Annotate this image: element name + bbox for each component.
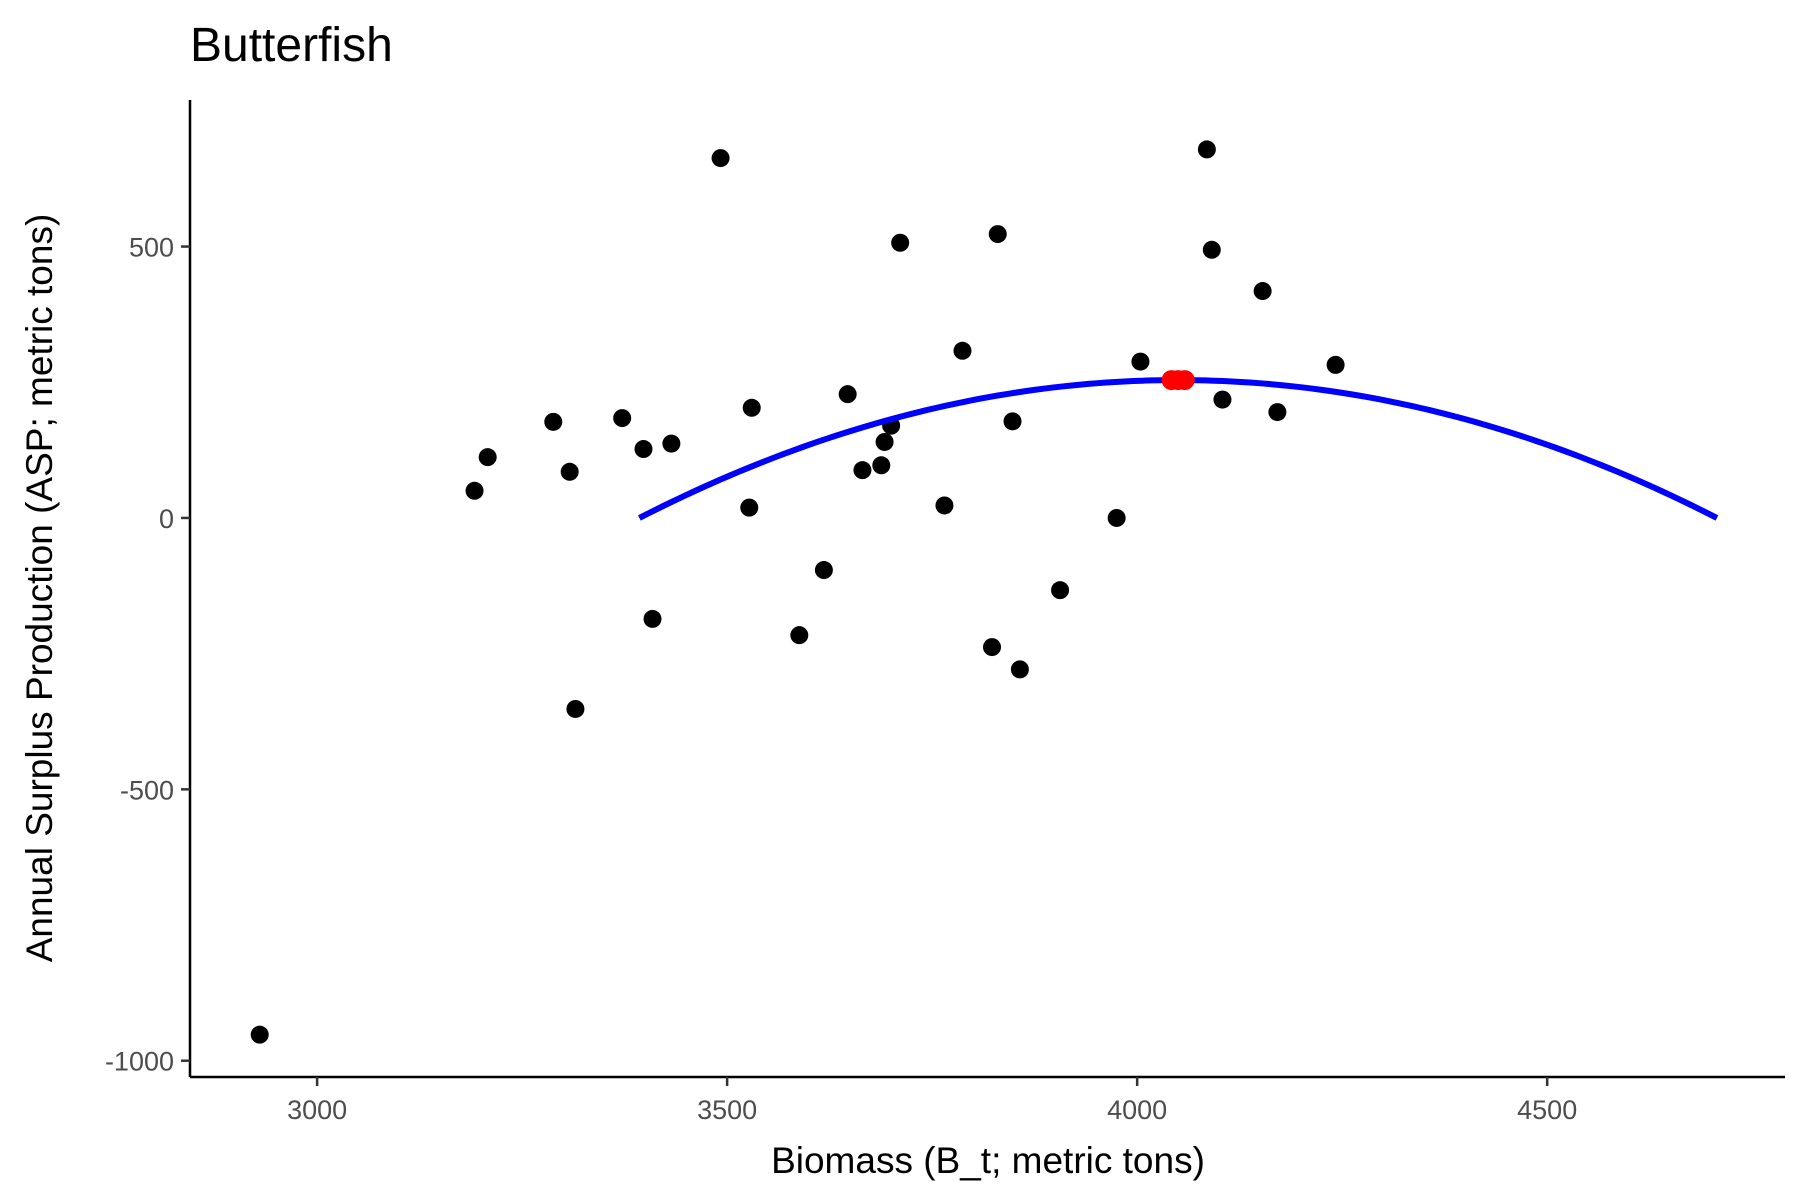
data-point <box>872 456 891 475</box>
data-point <box>544 412 563 431</box>
data-point <box>988 225 1007 244</box>
data-point <box>740 498 759 517</box>
plot-area <box>250 140 1719 1044</box>
data-point <box>1051 581 1070 600</box>
data-point <box>250 1025 269 1044</box>
data-point <box>953 341 972 360</box>
data-point <box>1131 352 1150 371</box>
data-point <box>662 434 681 453</box>
data-point <box>875 432 894 451</box>
data-point <box>1107 508 1126 527</box>
x-axis-title: Biomass (B_t; metric tons) <box>771 1140 1205 1181</box>
data-point <box>566 699 585 718</box>
data-point <box>983 638 1002 657</box>
data-point <box>643 609 662 628</box>
y-axis-ticks: -1000 -500 0 500 <box>105 233 190 1077</box>
data-point <box>478 448 497 467</box>
data-point <box>814 561 833 580</box>
msy-point <box>1174 370 1195 391</box>
data-point <box>1213 390 1232 409</box>
x-tick-label: 4500 <box>1517 1095 1577 1125</box>
data-point <box>1003 412 1022 431</box>
data-point <box>1268 403 1287 422</box>
chart-title: Butterfish <box>190 19 393 72</box>
data-point <box>465 481 484 500</box>
data-point <box>613 409 632 428</box>
data-point <box>560 462 579 481</box>
data-point <box>853 461 872 480</box>
data-point <box>935 496 954 515</box>
data-point <box>1326 355 1345 374</box>
x-axis-ticks: 3000 3500 4000 4500 <box>287 1077 1577 1125</box>
data-point <box>1253 282 1272 301</box>
data-point <box>634 440 653 459</box>
data-point <box>742 398 761 417</box>
y-tick-label: -500 <box>120 775 174 805</box>
data-point <box>1202 240 1221 259</box>
data-point <box>1197 140 1216 159</box>
y-axis-title: Annual Surplus Production (ASP; metric t… <box>19 214 60 963</box>
y-tick-label: -1000 <box>105 1047 174 1077</box>
x-tick-label: 3000 <box>287 1095 347 1125</box>
y-tick-label: 0 <box>159 504 174 534</box>
x-tick-label: 4000 <box>1107 1095 1167 1125</box>
data-point <box>891 233 910 252</box>
x-tick-label: 3500 <box>697 1095 757 1125</box>
fitted-curve <box>638 377 1719 521</box>
data-point <box>711 149 730 168</box>
data-point <box>1010 660 1029 679</box>
data-point <box>790 626 809 645</box>
data-point <box>838 385 857 404</box>
y-tick-label: 500 <box>129 233 174 263</box>
